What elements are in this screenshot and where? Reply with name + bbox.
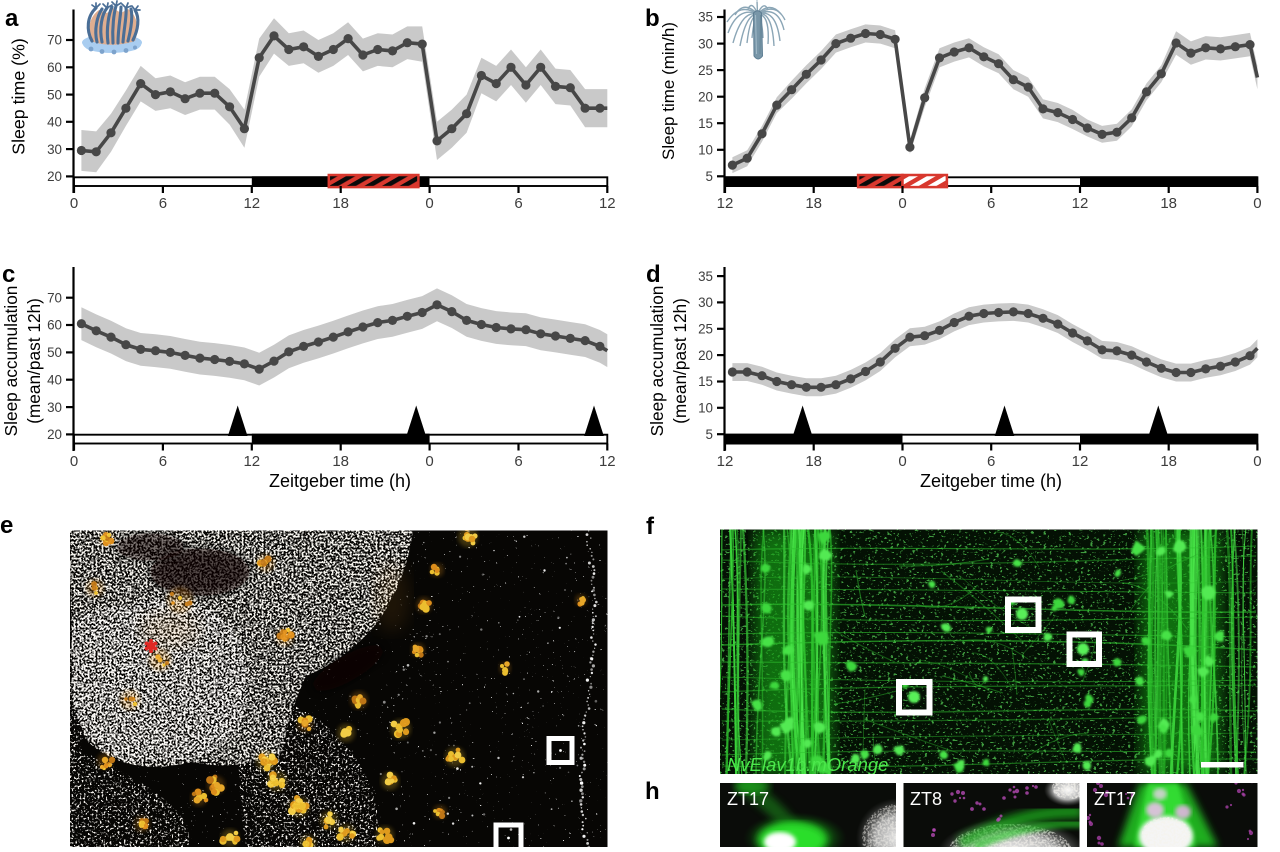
svg-text:Sleep time (min/h): Sleep time (min/h) — [659, 22, 678, 160]
svg-text:12: 12 — [599, 453, 616, 470]
svg-text:12: 12 — [1072, 195, 1089, 212]
svg-text:35: 35 — [698, 269, 713, 284]
svg-text:15: 15 — [698, 374, 713, 389]
svg-text:12: 12 — [717, 453, 734, 470]
svg-text:12: 12 — [243, 453, 260, 470]
svg-text:Zeitgeber time (h): Zeitgeber time (h) — [269, 471, 411, 491]
svg-text:5: 5 — [706, 427, 713, 442]
svg-text:20: 20 — [698, 89, 713, 104]
svg-text:30: 30 — [47, 142, 62, 157]
svg-text:40: 40 — [47, 372, 62, 387]
svg-text:Sleep time (%): Sleep time (%) — [9, 38, 29, 155]
svg-text:70: 70 — [47, 33, 62, 48]
svg-text:60: 60 — [47, 318, 62, 333]
svg-text:h: h — [645, 778, 660, 805]
svg-text:NvElav1b:mOrange: NvElav1b:mOrange — [727, 754, 888, 775]
svg-text:35: 35 — [698, 10, 713, 25]
svg-text:b: b — [645, 5, 660, 32]
svg-text:e: e — [0, 512, 13, 539]
svg-text:25: 25 — [698, 322, 713, 337]
svg-text:12: 12 — [717, 195, 734, 212]
svg-text:6: 6 — [987, 195, 995, 212]
svg-text:25: 25 — [698, 63, 713, 78]
svg-text:12: 12 — [243, 195, 260, 212]
svg-text:6: 6 — [159, 453, 167, 470]
svg-text:18: 18 — [1160, 453, 1177, 470]
svg-text:18: 18 — [332, 453, 349, 470]
svg-text:6: 6 — [514, 195, 522, 212]
svg-text:6: 6 — [987, 453, 995, 470]
svg-text:(mean/past 12h): (mean/past 12h) — [24, 298, 44, 424]
svg-text:10: 10 — [698, 142, 713, 157]
svg-text:12: 12 — [1072, 453, 1089, 470]
svg-text:18: 18 — [1160, 195, 1177, 212]
svg-text:30: 30 — [698, 295, 713, 310]
svg-text:50: 50 — [47, 345, 62, 360]
svg-text:(mean/past 12h): (mean/past 12h) — [670, 298, 690, 424]
svg-text:0: 0 — [70, 453, 78, 470]
svg-text:Zeitgeber time (h): Zeitgeber time (h) — [920, 471, 1062, 491]
svg-text:20: 20 — [47, 169, 62, 184]
svg-text:ZT17: ZT17 — [727, 789, 769, 809]
svg-text:60: 60 — [47, 60, 62, 75]
svg-text:ZT17: ZT17 — [1094, 789, 1136, 809]
svg-text:0: 0 — [898, 195, 906, 212]
svg-text:20: 20 — [47, 427, 62, 442]
svg-text:40: 40 — [47, 115, 62, 130]
svg-text:0: 0 — [898, 453, 906, 470]
svg-text:f: f — [646, 513, 655, 540]
svg-text:0: 0 — [70, 195, 78, 212]
svg-text:18: 18 — [805, 453, 822, 470]
svg-text:30: 30 — [47, 400, 62, 415]
svg-text:15: 15 — [698, 116, 713, 131]
svg-text:c: c — [2, 261, 15, 288]
svg-text:Sleep accumulation: Sleep accumulation — [647, 286, 667, 437]
svg-text:0: 0 — [425, 453, 433, 470]
svg-text:5: 5 — [706, 169, 713, 184]
svg-text:18: 18 — [332, 195, 349, 212]
svg-text:18: 18 — [805, 195, 822, 212]
svg-text:50: 50 — [47, 87, 62, 102]
svg-text:30: 30 — [698, 36, 713, 51]
svg-text:Sleep accumulation: Sleep accumulation — [1, 286, 21, 437]
svg-text:d: d — [646, 261, 661, 288]
svg-text:0: 0 — [425, 195, 433, 212]
svg-text:0: 0 — [1253, 195, 1261, 212]
svg-text:0: 0 — [1253, 453, 1261, 470]
svg-text:70: 70 — [47, 290, 62, 305]
svg-text:12: 12 — [599, 195, 616, 212]
svg-text:ZT8: ZT8 — [910, 789, 942, 809]
svg-text:a: a — [5, 5, 19, 32]
svg-text:10: 10 — [698, 401, 713, 416]
svg-text:20: 20 — [698, 348, 713, 363]
svg-text:6: 6 — [159, 195, 167, 212]
svg-text:6: 6 — [514, 453, 522, 470]
